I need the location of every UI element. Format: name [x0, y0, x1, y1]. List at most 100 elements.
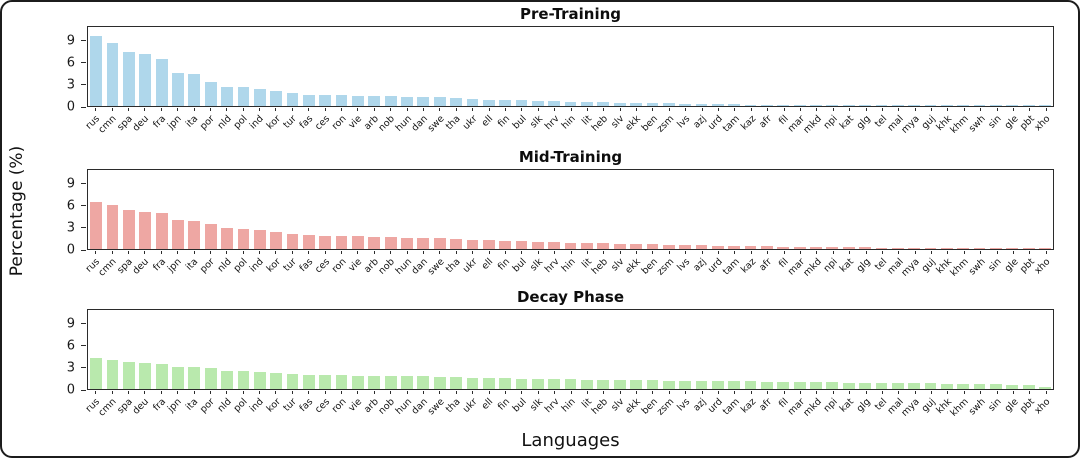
bar-tel	[875, 105, 888, 106]
x-tick-label-slv: slv	[609, 113, 627, 131]
x-tick-label-nld: nld	[215, 113, 234, 132]
bar-cmn	[106, 205, 119, 249]
bar-npi	[826, 247, 839, 249]
x-tick-label-ell: ell	[479, 256, 496, 272]
bar-ita	[188, 74, 201, 106]
bar-slot	[546, 310, 562, 389]
bar-khk	[940, 383, 953, 389]
x-tick-mark	[537, 108, 539, 111]
bar-pol	[237, 371, 250, 389]
bar-slot	[1004, 310, 1020, 389]
bar-mkd	[810, 247, 822, 249]
y-tick-mark	[81, 106, 86, 108]
x-tick-mark	[767, 251, 769, 254]
bar-swh	[973, 383, 986, 389]
bar-dan	[417, 97, 430, 106]
x-tick-mark	[832, 108, 834, 111]
y-tick-label: 0	[66, 99, 75, 115]
bar-slot	[530, 310, 546, 389]
bar-slv	[613, 102, 626, 106]
x-tick-mark	[308, 391, 310, 394]
x-tick-mark	[111, 251, 113, 254]
x-tick-mark	[734, 251, 736, 254]
bar-urd	[711, 381, 724, 389]
x-tick-mark	[504, 108, 506, 111]
bar-xho	[1039, 105, 1051, 106]
bar-nld	[221, 86, 233, 106]
bar-slk	[532, 241, 544, 249]
x-tick-mark	[390, 391, 392, 394]
bar-slot	[88, 310, 104, 389]
x-tick-mark	[193, 391, 195, 394]
y-tick-label: 9	[66, 176, 75, 192]
x-tick-mark	[111, 108, 113, 111]
x-tick-mark	[750, 108, 752, 111]
bar-slot	[579, 170, 595, 249]
x-tick-label-fra: fra	[150, 256, 168, 274]
bar-slot	[366, 27, 382, 106]
bar-slot	[1004, 170, 1020, 249]
bar-slot	[153, 170, 169, 249]
bar-slot	[824, 170, 840, 249]
bar-slot	[350, 27, 366, 106]
x-tick-mark	[832, 251, 834, 254]
bar-ekk	[630, 243, 642, 249]
bar-azj	[695, 380, 708, 389]
x-tick-mark	[783, 251, 785, 254]
x-tick-mark	[701, 108, 703, 111]
bar-slot	[432, 27, 448, 106]
bar-nob	[384, 237, 397, 249]
x-tick-label-glg: glg	[854, 396, 873, 415]
bar-kaz	[744, 381, 757, 389]
x-tick-mark	[701, 251, 703, 254]
x-tick-label-sin: sin	[986, 256, 1004, 274]
x-tick-label-vie: vie	[346, 256, 365, 275]
bar-slot	[742, 27, 758, 106]
bar-khk	[940, 105, 953, 106]
x-tick-mark	[881, 251, 883, 254]
x-tick-label-sin: sin	[986, 396, 1004, 414]
subplot-title: Pre-Training	[519, 5, 622, 23]
bar-slot	[235, 310, 251, 389]
bar-slk	[532, 100, 544, 106]
bar-slot	[971, 27, 987, 106]
bar-slot	[726, 27, 742, 106]
bar-swe	[433, 238, 446, 249]
x-tick-mark	[160, 251, 162, 254]
x-tick-mark	[1029, 108, 1031, 111]
x-tick-mark	[455, 108, 457, 111]
y-tick-mark	[81, 389, 86, 391]
x-tick-mark	[422, 391, 424, 394]
x-tick-mark	[701, 391, 703, 394]
bar-mar	[793, 381, 806, 389]
bar-gle	[1006, 248, 1019, 249]
bar-pol	[237, 87, 250, 106]
bar-tam	[728, 104, 741, 106]
bar-spa	[123, 362, 135, 389]
x-tick-mark	[718, 108, 719, 111]
bar-slv	[613, 243, 626, 249]
bar-slot	[399, 310, 415, 389]
bar-ron	[335, 95, 348, 106]
x-tick-mark	[422, 108, 424, 111]
bar-slot	[382, 310, 398, 389]
x-tick-mark	[783, 108, 785, 111]
bar-slot	[1037, 170, 1053, 249]
x-tick-mark	[816, 391, 818, 394]
y-tick-label: 9	[66, 316, 75, 332]
bar-fra	[155, 364, 168, 389]
bar-slot	[88, 27, 104, 106]
x-tick-mark	[127, 391, 129, 394]
bar-sin	[990, 248, 1002, 249]
x-tick-label-swh: swh	[966, 256, 988, 278]
bar-slot	[203, 27, 219, 106]
bar-slot	[333, 310, 349, 389]
x-tick-mark	[406, 391, 408, 394]
x-tick-label-fra: fra	[150, 113, 168, 131]
x-tick-label-gle: gle	[1002, 396, 1021, 415]
x-tick-mark	[209, 391, 211, 394]
x-tick-mark	[668, 108, 670, 111]
bar-slot	[203, 170, 219, 249]
bar-slot	[857, 170, 873, 249]
